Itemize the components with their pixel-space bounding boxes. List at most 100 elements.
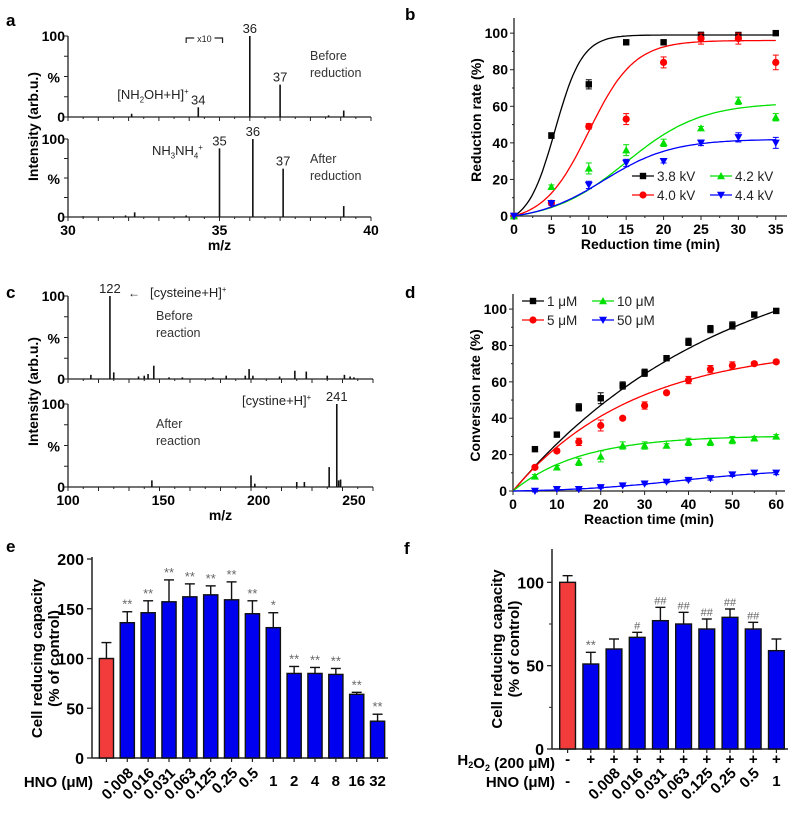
data-point	[530, 472, 539, 480]
panel-label: f	[404, 539, 410, 558]
marker-triangle-down	[640, 480, 649, 488]
data-point	[659, 138, 668, 148]
legend-item: 4.4 kV	[710, 188, 773, 203]
significance-marker: **	[352, 677, 362, 692]
spectrum-1: 0% 100 241 After reaction [cystine+H]+​	[42, 389, 374, 495]
h2o2-row-label: H2O2 (200 μM)	[457, 752, 555, 773]
data-point	[622, 158, 631, 168]
significance-marker: **	[143, 586, 153, 601]
marker-triangle-down	[530, 487, 539, 495]
data-point	[772, 29, 779, 37]
significance-marker: ##	[701, 607, 714, 619]
legend-item: 50 μM	[592, 313, 655, 328]
label-part: 2	[468, 760, 473, 770]
significance-marker: **	[122, 597, 132, 612]
category-label: 0.5	[235, 765, 262, 792]
marker-triangle-down	[552, 485, 561, 494]
bar	[767, 649, 785, 750]
y-tick-label: 100	[42, 28, 66, 44]
y-axis-label: (% of control)	[506, 601, 523, 698]
spectrum-annotation: Before	[310, 49, 347, 63]
data-point	[553, 431, 561, 438]
peak-label: 34	[191, 92, 205, 107]
marker-triangle-up	[622, 146, 631, 154]
x-tick-label: 100	[56, 492, 80, 508]
data-point	[663, 355, 670, 362]
category-label: -	[565, 773, 570, 790]
marker-triangle-up	[599, 297, 607, 305]
data-point	[750, 469, 759, 477]
marker-triangle-down	[510, 212, 518, 220]
data-point	[618, 482, 627, 490]
spectrum-annotation: reduction	[310, 169, 361, 183]
marker-triangle-up	[696, 124, 705, 132]
data-point	[728, 435, 737, 445]
data-point	[750, 434, 759, 442]
x-tick-label: 30	[637, 496, 653, 512]
marker-square	[751, 311, 758, 318]
marker-square	[641, 369, 648, 376]
data-point	[619, 381, 626, 390]
data-point	[618, 441, 627, 450]
x-tick-label: 10	[549, 496, 565, 512]
data-point	[751, 311, 758, 318]
x-tick-label: 0	[510, 221, 518, 237]
data-point	[640, 441, 649, 450]
data-point	[707, 324, 714, 334]
h2o2-label: +	[726, 751, 735, 768]
marker-triangle-down	[772, 469, 781, 477]
h2o2-label: +	[610, 751, 619, 768]
marker-square	[553, 431, 561, 438]
marker-triangle-up	[684, 437, 693, 446]
spectrum-0: 0% 100 34 36 37 Before reduction [NH2​OH+H]+​ x1…	[42, 21, 372, 125]
bar	[119, 621, 136, 759]
category-label: 1	[772, 773, 780, 790]
y-tick-label: 0	[57, 479, 65, 495]
marker-square	[772, 29, 779, 37]
significance-marker: **	[164, 565, 174, 580]
y-tick-label: 0	[499, 483, 507, 499]
data-point	[553, 447, 561, 455]
marker-triangle-up	[662, 441, 671, 449]
chart-panel-e: 0 50 100 150 200 Cell reducing capacity (% of …	[24, 552, 388, 803]
fit-curve	[513, 34, 776, 217]
bar-group: ** 0.5	[235, 586, 262, 792]
data-point	[584, 162, 593, 175]
marker-triangle-down	[684, 476, 693, 485]
marker-triangle-down	[659, 157, 668, 166]
data-point	[706, 364, 715, 374]
legend-label: 4.0 kV	[657, 188, 695, 203]
marker-triangle-up	[618, 441, 627, 449]
marker-triangle-down	[750, 469, 759, 477]
series-1	[512, 358, 780, 492]
bar	[348, 693, 365, 759]
y-tick-label: 60	[491, 374, 507, 390]
y-tick-label: 100	[42, 396, 66, 412]
y-tick-label: 0	[75, 751, 84, 768]
marker-triangle-up	[552, 463, 561, 471]
species-label: [cysteine+H]+​	[150, 285, 227, 300]
marker-circle	[706, 365, 715, 373]
legend: 1 μM 5 μM 10 μM 50 μM	[522, 294, 655, 328]
y-tick-label: %	[48, 70, 61, 86]
legend: 3.8 kV 4.0 kV 4.2 kV 4.4 kV	[632, 169, 773, 203]
x-tick-label: 20	[593, 496, 609, 512]
marker-triangle-up	[530, 472, 539, 480]
spectrum-annotation: reaction	[156, 326, 201, 340]
chart-panel-a: Intensity (arb.u.) 0%100343637Beforereduc…	[25, 21, 379, 253]
bar	[605, 648, 623, 750]
data-point	[641, 401, 649, 410]
data-point	[697, 32, 705, 45]
marker-square	[597, 395, 604, 402]
data-point	[734, 132, 743, 143]
legend-item: 4.0 kV	[632, 188, 695, 203]
y-axis-label: Cell reducing capacity	[489, 569, 506, 729]
x-tick-label: 20	[656, 221, 672, 237]
fit-curve	[513, 139, 776, 217]
marker-triangle-up	[596, 452, 605, 460]
category-label: 1	[269, 773, 277, 790]
label-part: H]	[171, 87, 184, 102]
data-point	[734, 96, 743, 105]
spectrum-annotation: After	[310, 152, 336, 166]
fit-curve	[512, 361, 777, 492]
